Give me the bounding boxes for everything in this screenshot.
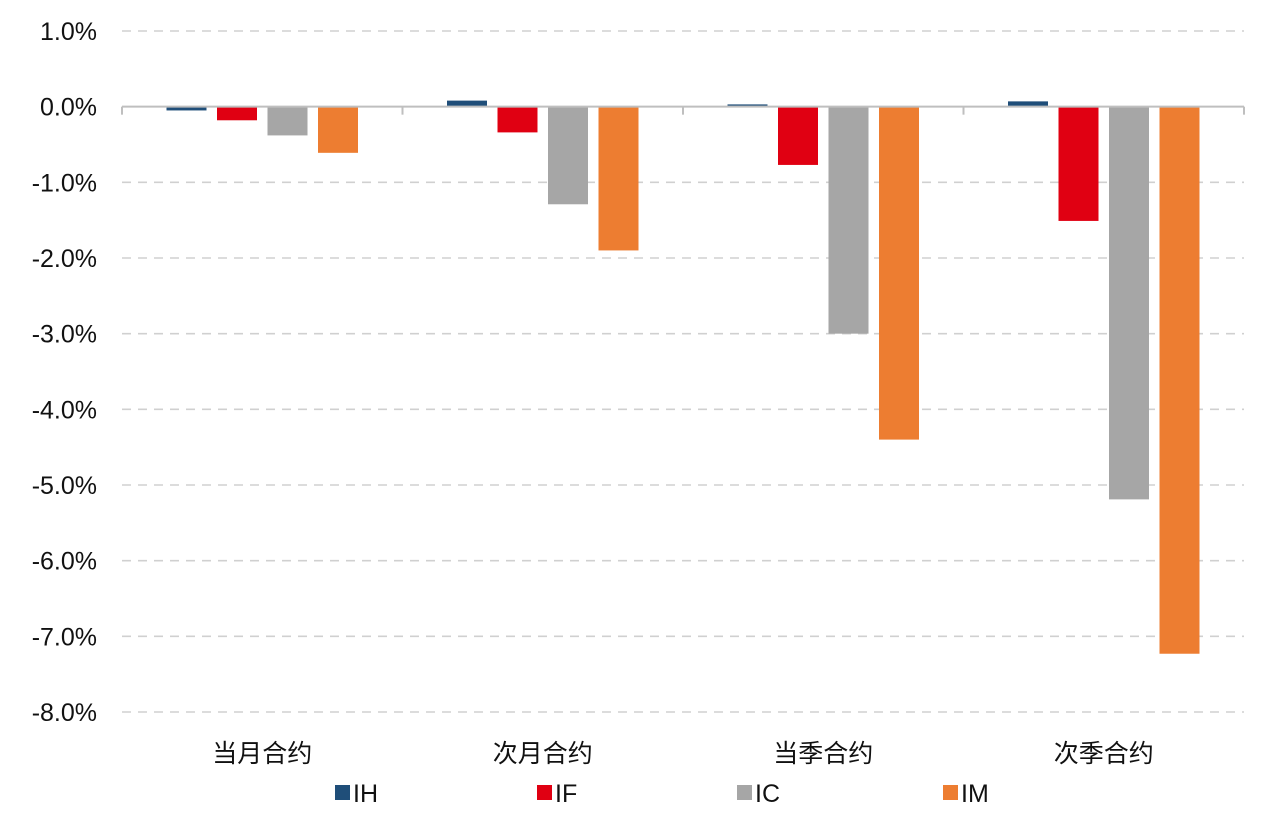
bar-if — [217, 106, 257, 121]
legend-label-if: IF — [555, 780, 577, 808]
x-category-label: 当季合约 — [773, 739, 873, 768]
y-tick-label: -7.0% — [32, 623, 97, 651]
bar-ic — [828, 106, 869, 334]
y-tick-label: -4.0% — [32, 396, 97, 424]
legend-swatch-ic — [737, 785, 752, 800]
bar-if — [1058, 106, 1099, 221]
bar-im — [318, 106, 358, 153]
legend-label-im: IM — [961, 780, 989, 808]
y-tick-label: -1.0% — [32, 169, 97, 197]
bars — [166, 100, 1200, 654]
gridlines — [122, 30, 1244, 713]
legend-label-ic: IC — [755, 780, 780, 808]
bar-if — [497, 106, 538, 133]
x-category-label: 次月合约 — [493, 739, 593, 768]
bar-im — [1159, 106, 1200, 654]
x-axis — [121, 105, 1245, 115]
bar-if — [778, 106, 818, 165]
y-tick-label: -5.0% — [32, 472, 97, 500]
bar-im — [879, 106, 919, 440]
x-category-label: 次季合约 — [1054, 739, 1154, 768]
x-axis-categories: 当月合约 次月合约 当季合约 次季合约 — [212, 739, 1154, 768]
bar-ic — [267, 106, 308, 136]
legend-swatch-if — [537, 785, 552, 800]
legend-swatch-ih — [335, 785, 350, 800]
legend: IH IF IC IM — [335, 780, 989, 808]
y-tick-label: -6.0% — [32, 548, 97, 576]
bar-ih — [1008, 101, 1048, 107]
bar-ih — [447, 100, 487, 107]
y-tick-label: -3.0% — [32, 321, 97, 349]
bar-im — [598, 106, 639, 251]
legend-swatch-im — [943, 785, 958, 800]
y-tick-label: -2.0% — [32, 245, 97, 273]
y-tick-label: 0.0% — [40, 94, 97, 122]
y-tick-label: -8.0% — [32, 699, 97, 727]
x-category-label: 当月合约 — [212, 739, 312, 768]
bar-ic — [1109, 106, 1149, 500]
y-axis-ticks: 1.0% 0.0% -1.0% -2.0% -3.0% -4.0% -5.0% -6.0% -7… — [32, 18, 97, 727]
bar-ic — [548, 106, 588, 205]
bar-ih — [166, 106, 207, 111]
bar-ih — [727, 104, 768, 107]
y-tick-label: 1.0% — [40, 18, 97, 46]
legend-label-ih: IH — [353, 780, 378, 808]
